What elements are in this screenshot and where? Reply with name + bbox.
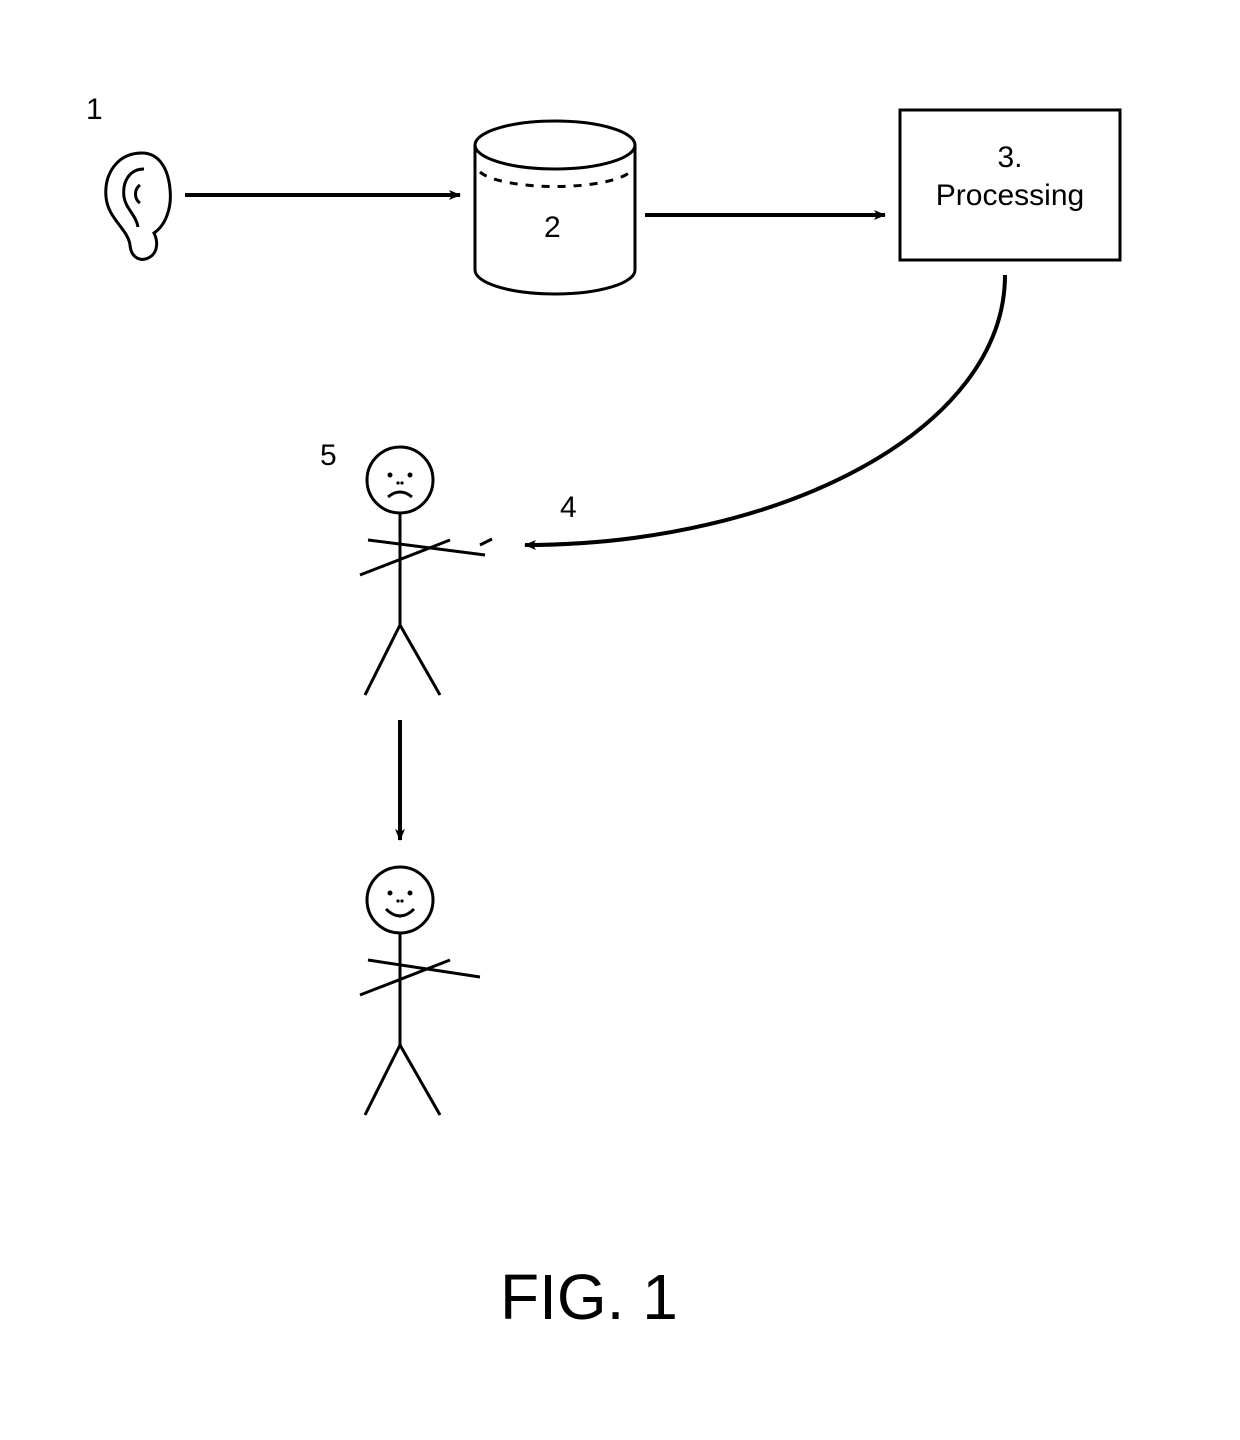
cylinder-node <box>475 121 635 294</box>
node-1-label: 1 <box>86 92 103 128</box>
person-happy-icon <box>360 867 480 1115</box>
node-2-label: 2 <box>544 210 561 246</box>
node-5-label: 5 <box>320 438 337 474</box>
ear-icon <box>106 153 171 259</box>
diagram-canvas <box>0 0 1240 1440</box>
figure-caption: FIG. 1 <box>500 1260 678 1334</box>
person-sad-icon <box>360 447 492 695</box>
arrow-4-label: 4 <box>560 490 577 526</box>
node-3-text: Processing <box>900 178 1120 214</box>
node-3-number: 3. <box>900 140 1120 176</box>
arrow-processing-to-person <box>525 275 1005 545</box>
